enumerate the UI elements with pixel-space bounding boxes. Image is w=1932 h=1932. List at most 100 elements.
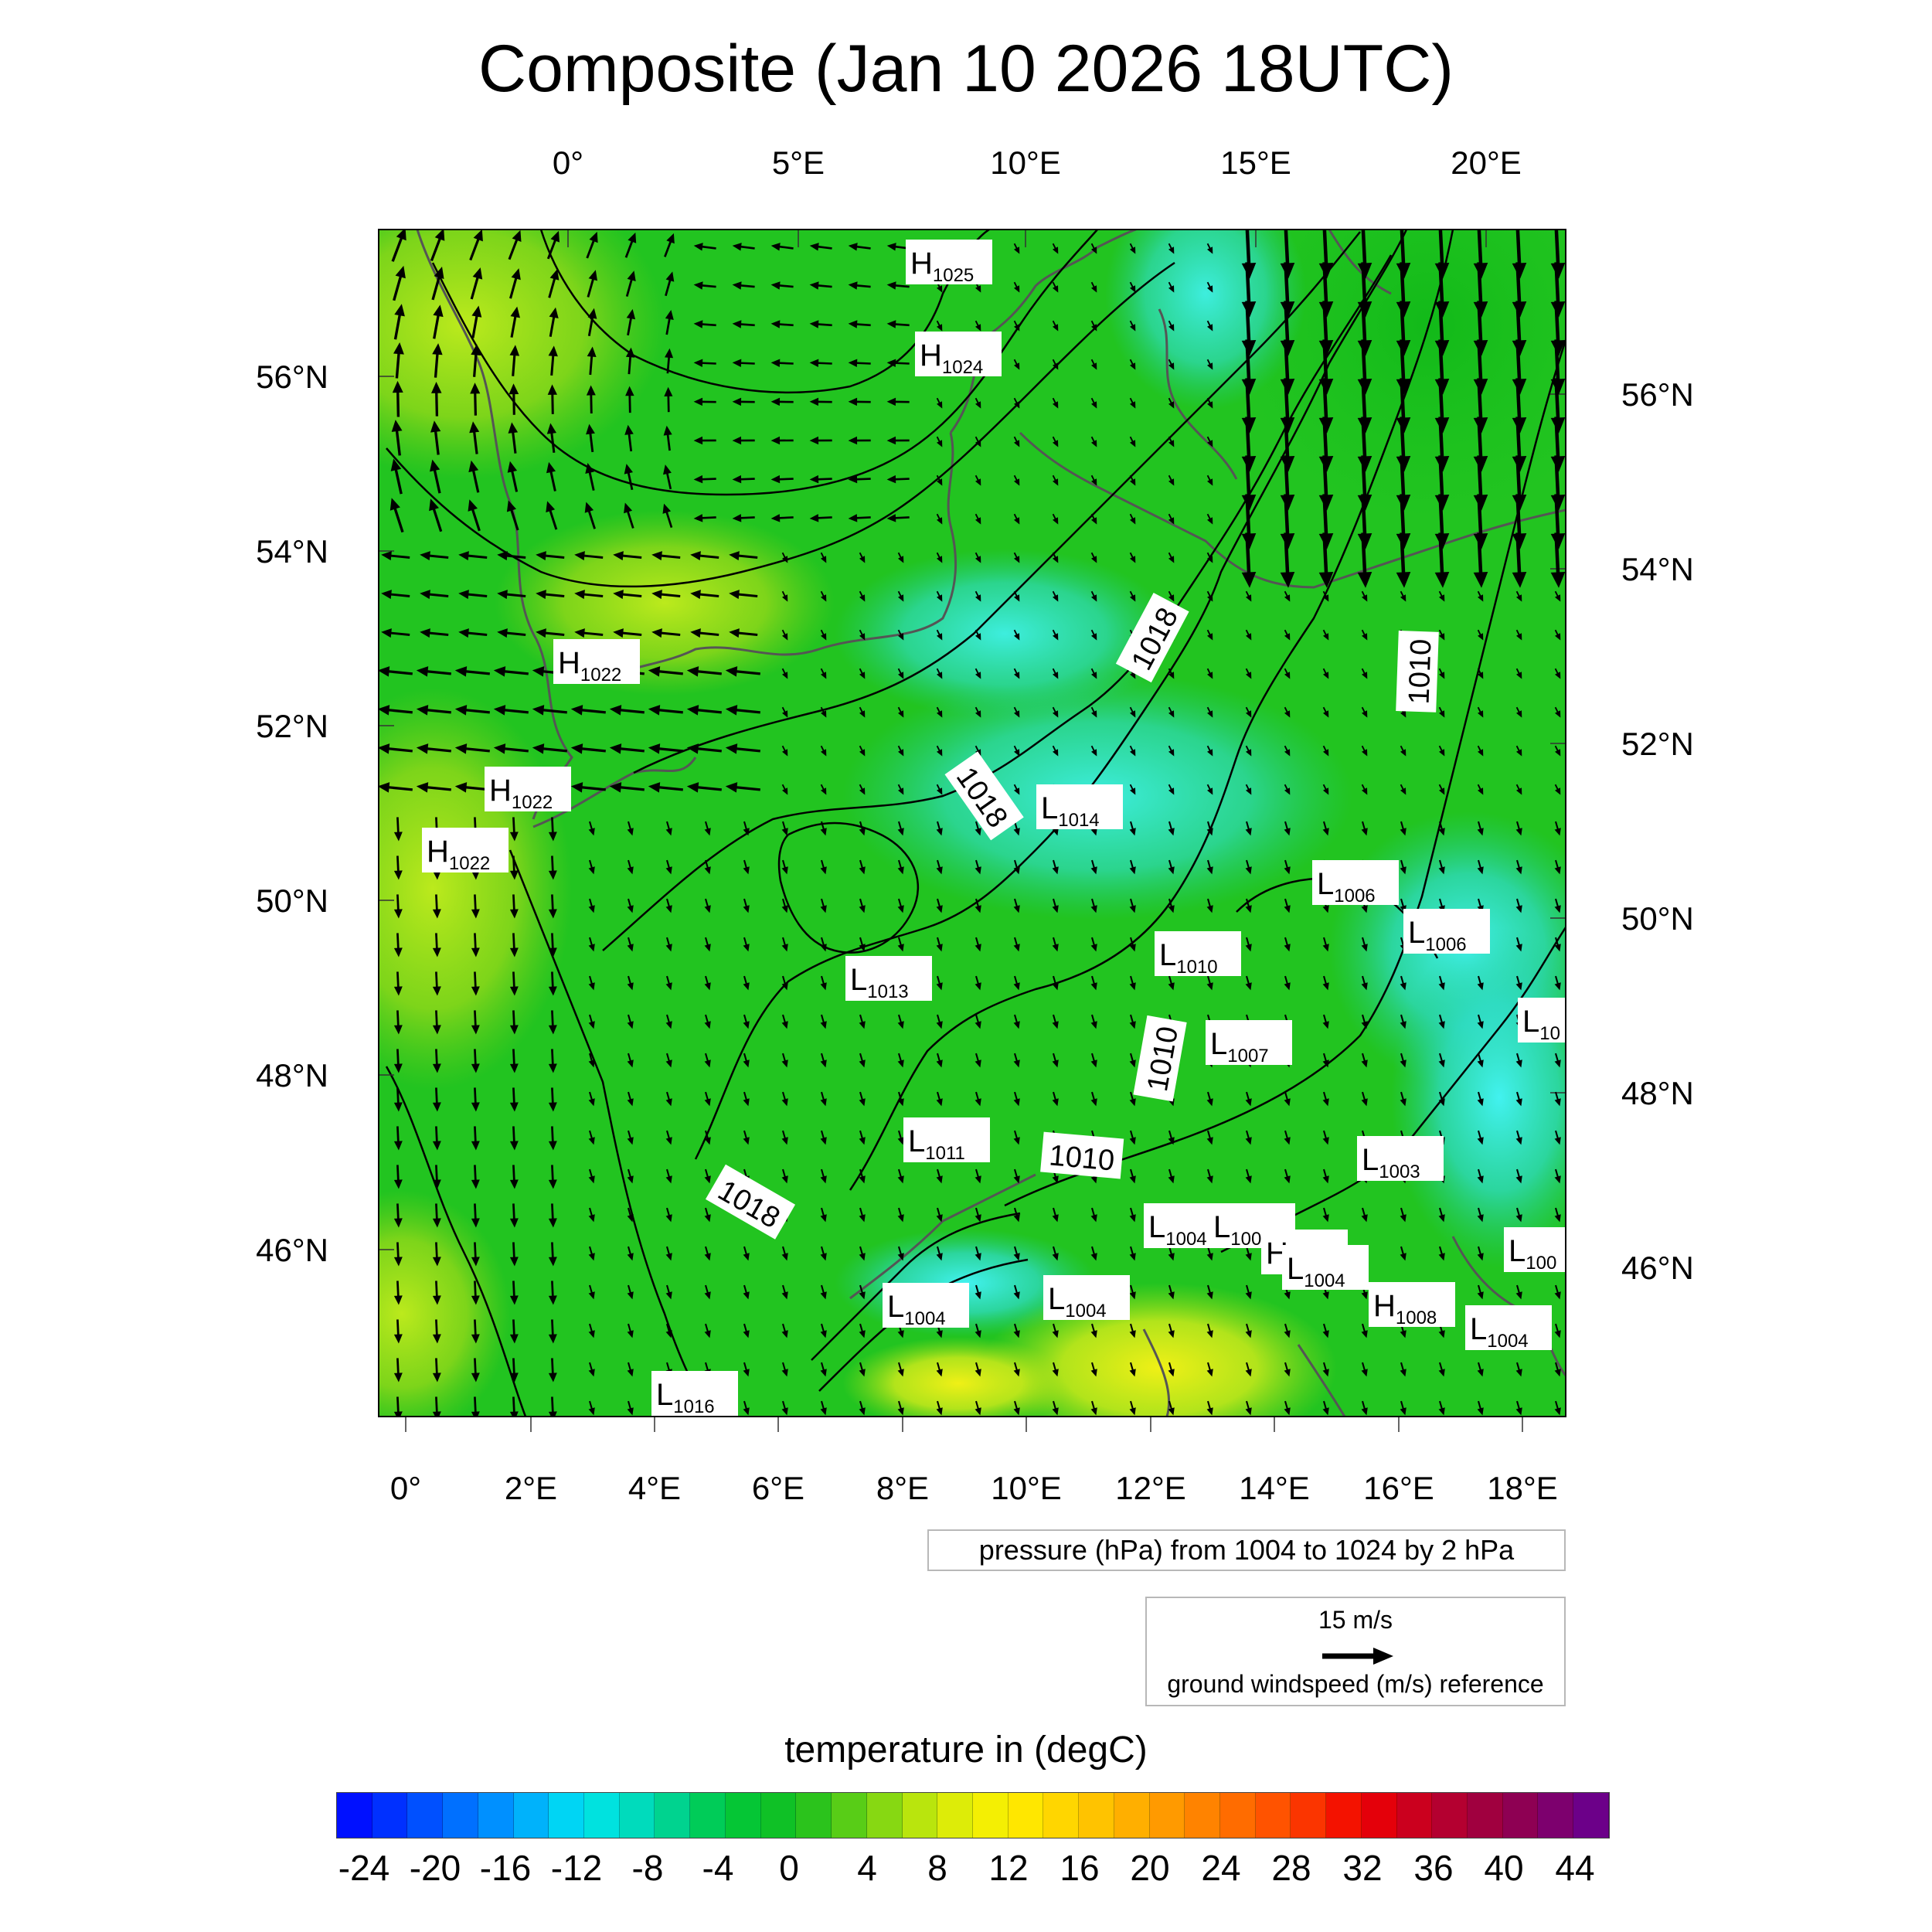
- wind-arrow: [1322, 1323, 1329, 1338]
- wind-arrow: [548, 855, 557, 880]
- wind-arrow: [936, 474, 943, 486]
- wind-arrow: [609, 705, 645, 716]
- wind-arrow: [651, 551, 681, 561]
- wind-arrow: [1515, 975, 1522, 991]
- wind-arrow: [1400, 1246, 1406, 1261]
- wind-arrow: [548, 1126, 557, 1151]
- wind-arrow: [1206, 668, 1213, 679]
- wind-arrow: [1129, 243, 1136, 254]
- wind-arrow: [1206, 281, 1213, 293]
- wind-arrow: [1361, 975, 1368, 991]
- wind-arrow: [1052, 1400, 1059, 1416]
- wind-arrow: [820, 1362, 827, 1377]
- wind-arrow: [975, 320, 981, 332]
- wind-arrow: [1284, 1323, 1291, 1338]
- wind-arrow: [897, 937, 904, 952]
- wind-arrow: [548, 894, 557, 919]
- wind-arrow: [648, 666, 683, 677]
- wind-arrow: [704, 975, 711, 991]
- wind-arrow: [770, 281, 794, 290]
- wind-arrow: [1129, 590, 1136, 602]
- wind-arrow: [1477, 1362, 1484, 1377]
- wind-arrow: [1013, 1323, 1020, 1338]
- wind-arrow: [725, 666, 760, 677]
- wind-arrow: [432, 1396, 441, 1417]
- wind-arrow: [704, 1130, 711, 1145]
- lat-label: 46°N: [1621, 1250, 1694, 1286]
- wind-arrow: [393, 1396, 403, 1417]
- wind-arrow: [1206, 552, 1213, 563]
- wind-arrow: [1168, 552, 1175, 563]
- wind-arrow: [743, 1400, 750, 1416]
- wind-arrow: [1284, 784, 1291, 795]
- wind-arrow: [725, 705, 760, 716]
- wind-arrow: [1129, 513, 1136, 525]
- wind-arrow: [1477, 1168, 1484, 1184]
- wind-arrow: [1090, 513, 1097, 525]
- wind-arrow: [897, 898, 904, 913]
- colorbar-swatch: [1043, 1793, 1080, 1838]
- wind-arrow: [781, 745, 788, 757]
- colorbar-swatch: [1361, 1793, 1397, 1838]
- wind-arrow: [848, 243, 871, 251]
- wind-arrow: [471, 933, 480, 957]
- wind-arrow: [1438, 1014, 1445, 1029]
- wind-arrow: [897, 1246, 904, 1261]
- colorbar-tick: -24: [338, 1848, 390, 1888]
- wind-arrow: [704, 859, 711, 875]
- low-pressure-center: L1006: [1312, 860, 1399, 906]
- high-pressure-center: H1025: [906, 240, 992, 286]
- wind-arrow: [1361, 1400, 1368, 1416]
- wind-arrow: [548, 971, 557, 996]
- wind-arrow: [509, 1319, 519, 1344]
- wind-arrow: [609, 743, 645, 754]
- wind-arrow: [1477, 1400, 1484, 1416]
- wind-arrow: [1515, 1284, 1522, 1300]
- colorbar-tick: -20: [409, 1848, 461, 1888]
- wind-arrow: [1322, 1014, 1329, 1029]
- wind-arrow: [743, 821, 750, 836]
- wind-arrow: [1473, 532, 1488, 588]
- wind-arrow: [1168, 359, 1175, 370]
- wind-arrow: [1129, 1168, 1136, 1184]
- wind-arrow: [1322, 668, 1329, 679]
- wind-arrow: [588, 898, 595, 913]
- wind-arrow: [1515, 706, 1522, 718]
- wind-arrow: [936, 590, 943, 602]
- wind-arrow: [1206, 590, 1213, 602]
- wind-arrow: [1438, 668, 1445, 679]
- wind-arrow: [1361, 821, 1368, 836]
- wind-arrow: [651, 628, 681, 638]
- wind-arrow: [1322, 1168, 1329, 1184]
- wind-arrow: [1129, 359, 1136, 370]
- colorbar-tick: -4: [702, 1848, 734, 1888]
- wind-arrow: [1206, 784, 1213, 795]
- wind-arrow: [1129, 784, 1136, 795]
- wind-arrow: [975, 975, 981, 991]
- wind-arrow: [1554, 1168, 1561, 1184]
- wind-arrow: [1013, 590, 1020, 602]
- wind-arrow: [897, 1014, 904, 1029]
- wind-arrow: [820, 859, 827, 875]
- wind-arrow: [1052, 975, 1059, 991]
- wind-arrow: [508, 230, 522, 260]
- wind-arrow: [743, 1246, 750, 1261]
- wind-arrow: [390, 458, 403, 495]
- colorbar-swatch: [1573, 1793, 1609, 1838]
- wind-arrow: [548, 345, 558, 376]
- wind-arrow: [897, 668, 904, 679]
- wind-arrow: [1052, 513, 1059, 525]
- wind-arrow: [936, 1246, 943, 1261]
- colorbar-swatch: [972, 1793, 1009, 1838]
- wind-arrow: [1438, 1246, 1445, 1261]
- wind-arrow: [1129, 1053, 1136, 1068]
- wind-arrow: [1090, 590, 1097, 602]
- wind-arrow: [1245, 668, 1252, 679]
- wind-reference-label: ground windspeed (m/s) reference: [1167, 1670, 1544, 1698]
- wind-arrow: [393, 265, 406, 301]
- colorbar-swatch: [1468, 1793, 1503, 1838]
- low-pressure-center: L100: [1504, 1227, 1566, 1274]
- wind-arrow: [1168, 513, 1175, 525]
- wind-arrow: [1477, 1207, 1484, 1223]
- wind-arrow: [820, 821, 827, 836]
